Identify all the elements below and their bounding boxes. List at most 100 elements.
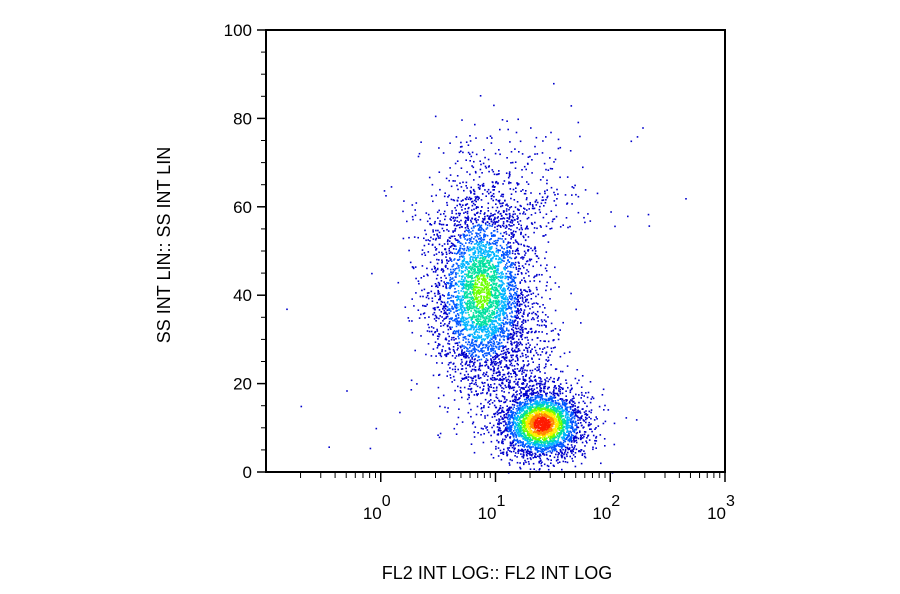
event-dot [518,398,520,401]
event-dot [435,269,437,272]
event-dot [536,417,538,420]
event-dot [516,208,519,210]
event-dot [578,379,580,382]
event-dot [506,249,508,252]
event-dot [481,338,483,341]
event-dot [548,442,551,444]
event-dot [495,328,497,331]
event-dot [564,457,566,460]
event-dot [495,356,497,359]
event-dot [502,290,504,293]
event-dot [517,270,520,273]
event-dot [523,445,526,447]
event-dot [457,295,460,298]
event-dot [501,313,504,315]
event-dot [525,272,527,275]
event-dot [480,295,483,297]
event-dot [506,350,509,353]
event-dot [441,316,443,318]
event-dot [464,292,466,295]
event-dot [562,436,565,438]
event-dot [523,395,525,398]
event-dot [499,202,501,205]
event-dot [535,313,538,316]
event-dot [489,316,491,318]
event-dot [420,277,423,279]
event-dot [544,407,547,410]
event-dot [552,421,555,424]
event-dot [461,313,464,316]
event-dot [521,410,523,413]
event-dot [545,251,548,253]
event-dot [476,241,479,244]
event-dot [493,278,495,281]
event-dot [511,271,513,273]
event-dot [533,424,536,427]
event-dot [503,304,505,307]
event-dot [435,285,437,288]
event-dot [548,386,550,389]
event-dot [518,416,520,418]
event-dot [496,439,498,442]
event-dot [434,295,437,297]
event-dot [445,277,447,279]
event-dot [453,339,455,341]
event-dot [548,413,550,415]
event-dot [508,302,511,304]
event-dot [472,260,475,262]
event-dot [504,358,506,361]
event-dot [474,271,477,273]
event-dot [464,235,467,237]
event-dot [552,439,555,442]
event-dot [504,277,506,280]
event-dot [499,345,501,348]
event-dot [469,260,471,263]
event-dot [506,308,509,310]
event-dot [470,238,472,240]
event-dot [503,217,506,220]
event-dot [450,284,452,286]
event-dot [439,296,442,299]
event-dot [517,452,520,454]
event-dot [487,273,490,276]
event-dot [492,279,495,282]
event-dot [493,390,496,392]
event-dot [487,308,490,310]
event-dot [493,273,496,276]
event-dot [448,348,451,350]
event-dot [465,318,468,321]
event-dot [527,270,530,273]
event-dot [463,233,466,236]
event-dot [465,219,467,222]
event-dot [520,309,523,311]
event-dot [535,295,537,298]
event-dot [542,405,544,408]
event-dot [535,275,538,277]
event-dot [453,350,455,352]
event-dot [486,337,489,340]
event-dot [566,399,568,401]
event-dot [496,315,498,318]
event-dot [465,353,467,355]
event-dot [479,247,482,250]
event-dot [528,258,531,261]
event-dot [463,308,466,311]
event-dot [484,425,486,427]
event-dot [502,297,504,300]
event-dot [467,350,470,353]
event-dot [590,409,593,411]
event-dot [569,437,571,440]
event-dot [549,444,551,446]
event-dot [519,318,521,320]
event-dot [434,314,437,317]
event-dot [536,435,539,437]
event-dot [566,451,569,454]
event-dot [481,271,483,274]
event-dot [485,333,488,336]
event-dot [496,310,498,312]
event-dot [496,312,498,314]
event-dot [573,415,576,417]
event-dot [473,303,475,305]
event-dot [470,443,473,445]
